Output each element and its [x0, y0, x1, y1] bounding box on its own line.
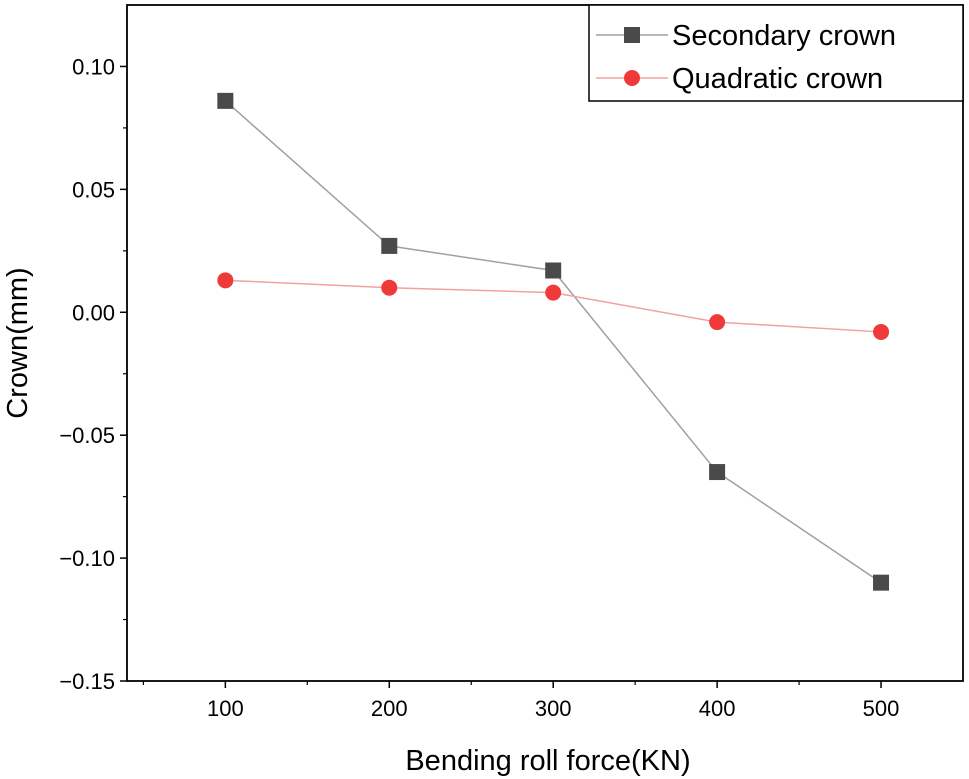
x-tick-label: 300	[535, 696, 572, 721]
y-axis-ticks: −0.15 −0.10 −0.05 0.00 0.05 0.10	[59, 54, 127, 694]
data-point-quadratic-crown	[217, 272, 234, 289]
data-point-secondary-crown	[545, 262, 562, 279]
data-point-quadratic-crown	[545, 284, 562, 301]
data-point-secondary-crown	[217, 92, 234, 109]
y-tick-label: 0.00	[72, 300, 115, 325]
y-tick-label: −0.15	[59, 669, 115, 694]
data-point-secondary-crown	[709, 464, 726, 481]
y-tick-label: −0.10	[59, 546, 115, 571]
y-tick-label: −0.05	[59, 423, 115, 448]
legend-marker-quadratic	[624, 70, 640, 86]
series-layer	[217, 92, 890, 591]
x-axis-ticks: 100 200 300 400 500	[142, 681, 900, 721]
legend: Secondary crown Quadratic crown	[588, 4, 964, 102]
x-axis-title: Bending roll force(KN)	[405, 745, 690, 777]
x-tick-label: 100	[207, 696, 244, 721]
y-tick-label: 0.10	[72, 54, 115, 79]
data-point-secondary-crown	[381, 237, 398, 254]
legend-box	[588, 4, 964, 102]
data-point-quadratic-crown	[709, 314, 726, 331]
plot-frame	[126, 4, 964, 682]
data-point-quadratic-crown	[381, 279, 398, 296]
legend-marker-secondary	[624, 27, 640, 43]
y-tick-label: 0.05	[72, 177, 115, 202]
data-point-quadratic-crown	[873, 323, 890, 340]
x-tick-label: 200	[371, 696, 408, 721]
series-line-secondary-crown	[224, 100, 882, 584]
legend-label-quadratic: Quadratic crown	[672, 63, 883, 95]
y-axis-title: Crown(mm)	[2, 267, 34, 418]
legend-label-secondary: Secondary crown	[672, 20, 896, 52]
data-point-secondary-crown	[873, 574, 890, 591]
x-tick-label: 400	[699, 696, 736, 721]
x-tick-label: 500	[863, 696, 900, 721]
